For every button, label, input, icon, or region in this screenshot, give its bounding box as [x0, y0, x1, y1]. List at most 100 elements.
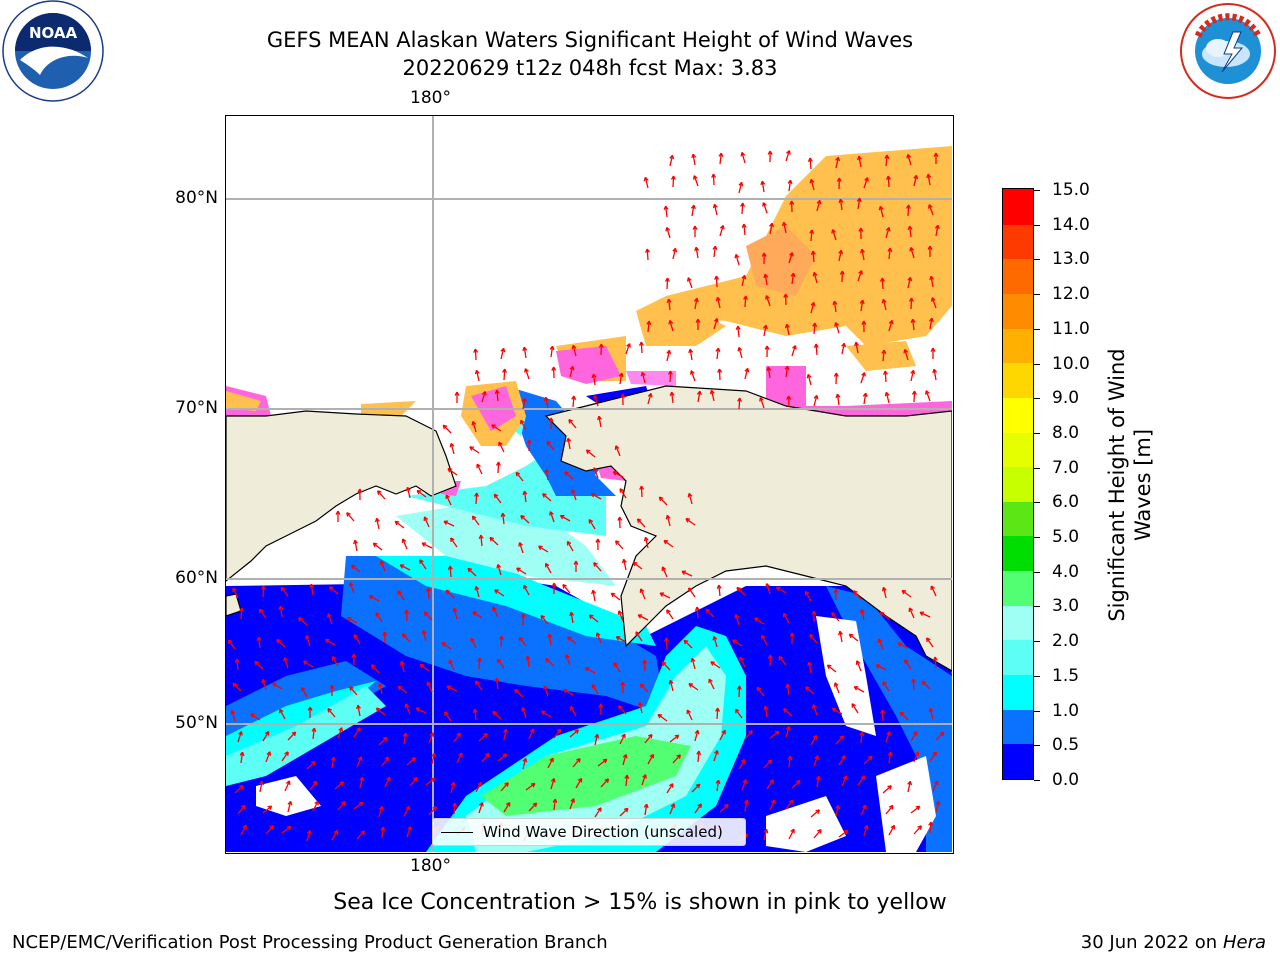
wave-direction-arrowhead — [477, 781, 482, 787]
wave-direction-arrowhead — [691, 153, 697, 159]
wave-direction-arrowhead — [860, 248, 865, 254]
wave-direction-arrow — [442, 424, 452, 434]
colorbar-segment — [1003, 743, 1033, 779]
wave-direction-arrowhead — [472, 611, 477, 616]
wave-direction-arrowhead — [853, 686, 859, 691]
colorbar-tick-label: 15.0 — [1052, 180, 1090, 200]
wave-direction-arrow — [613, 662, 621, 673]
wave-direction-arrowhead — [736, 586, 741, 592]
host-name: Hera — [1222, 932, 1266, 953]
wave-direction-arrowhead — [930, 585, 935, 591]
wave-direction-arrow — [571, 489, 577, 501]
colorbar-tick-mark — [1034, 675, 1040, 677]
date-text: 30 Jun 2022 on — [1080, 932, 1218, 953]
wave-direction-arrowhead — [693, 297, 699, 303]
wave-direction-arrow — [496, 389, 499, 402]
wave-direction-arrow — [738, 182, 743, 194]
wave-direction-arrowhead — [493, 493, 499, 499]
wave-direction-arrowhead — [359, 776, 365, 782]
wave-direction-arrowhead — [538, 545, 543, 551]
wave-direction-arrow — [593, 467, 599, 479]
wave-direction-arrowhead — [815, 809, 821, 814]
wave-direction-arrowhead — [860, 775, 866, 781]
wave-direction-arrow — [909, 226, 912, 238]
wave-direction-arrow — [882, 299, 887, 311]
wave-direction-arrow — [528, 728, 535, 740]
wave-direction-arrowhead — [663, 637, 669, 642]
wave-direction-arrowhead — [861, 320, 867, 325]
wave-direction-arrow — [935, 801, 940, 813]
wave-direction-arrow — [910, 370, 915, 382]
wave-direction-arrow — [807, 374, 812, 386]
wave-direction-arrow — [528, 802, 538, 812]
wave-direction-arrowhead — [776, 586, 781, 592]
wave-direction-arrowhead — [597, 807, 602, 812]
wave-direction-arrow — [644, 734, 653, 744]
wave-direction-arrowhead — [454, 391, 460, 396]
wave-direction-arrowhead — [593, 562, 598, 567]
wave-direction-arrowhead — [932, 368, 938, 374]
wave-direction-arrowhead — [709, 389, 715, 395]
wave-direction-arrow — [327, 613, 333, 625]
wave-direction-arrowhead — [404, 703, 410, 708]
wave-direction-arrowhead — [692, 175, 698, 180]
wave-direction-arrow — [409, 777, 418, 787]
wave-direction-arrow — [930, 585, 937, 597]
wave-direction-arrow — [741, 275, 746, 287]
wave-direction-arrow — [812, 704, 818, 716]
wave-direction-arrow — [861, 609, 865, 621]
wave-direction-arrowhead — [879, 277, 885, 282]
wave-direction-arrow — [666, 277, 669, 290]
wave-direction-arrow — [525, 783, 536, 791]
chart-title: GEFS MEAN Alaskan Waters Significant Hei… — [266, 28, 914, 52]
wave-direction-arrow — [907, 154, 912, 166]
wave-direction-arrow — [885, 392, 890, 404]
wave-direction-arrowhead — [835, 804, 841, 810]
wave-direction-arrowhead — [521, 707, 526, 712]
wave-direction-arrow — [904, 349, 909, 361]
wave-direction-arrowhead — [481, 391, 487, 396]
wave-direction-arrowhead — [769, 222, 774, 228]
wave-direction-arrowhead — [927, 245, 933, 250]
wave-direction-arrowhead — [348, 582, 354, 587]
wave-direction-arrowhead — [887, 751, 893, 757]
wave-direction-arrowhead — [479, 802, 484, 807]
wave-direction-arrowhead — [930, 297, 936, 302]
wave-direction-arrowhead — [261, 679, 267, 684]
wave-direction-arrowhead — [619, 488, 624, 493]
wave-direction-arrowhead — [921, 680, 927, 686]
wave-direction-arrowhead — [614, 445, 620, 450]
wave-direction-arrow — [788, 180, 792, 192]
wave-direction-arrowhead — [667, 370, 673, 375]
wave-direction-arrowhead — [934, 224, 940, 230]
wave-direction-arrow — [785, 150, 791, 162]
wave-direction-arrow — [331, 656, 339, 667]
wave-direction-arrowhead — [743, 295, 749, 300]
wave-direction-arrow — [523, 584, 530, 596]
wave-direction-arrowhead — [842, 775, 848, 780]
wave-direction-arrowhead — [928, 821, 934, 826]
wave-direction-arrow — [734, 708, 743, 719]
wave-direction-arrowhead — [766, 366, 772, 372]
colorbar-segment — [1003, 224, 1033, 260]
wave-direction-arrowhead — [544, 468, 550, 474]
wave-direction-arrow — [545, 397, 549, 409]
wave-direction-arrowhead — [287, 800, 293, 806]
wave-direction-arrow — [835, 735, 844, 745]
wave-direction-arrowhead — [520, 515, 525, 520]
wave-direction-arrow — [376, 518, 380, 530]
map-canvas — [226, 116, 952, 852]
wave-direction-arrow — [778, 656, 787, 666]
wave-direction-arrowhead — [541, 710, 546, 716]
wave-direction-arrow — [406, 487, 411, 499]
wave-direction-arrow — [503, 729, 507, 741]
wave-direction-arrowhead — [593, 395, 598, 400]
wave-direction-arrow — [739, 656, 746, 668]
wave-direction-arrowhead — [734, 708, 740, 714]
wave-direction-arrowhead — [877, 638, 883, 643]
wave-direction-arrow — [715, 275, 718, 288]
wave-direction-arrow — [405, 609, 408, 622]
wave-direction-arrow — [443, 520, 455, 527]
wave-direction-arrowhead — [862, 392, 868, 398]
wave-direction-arrow — [570, 612, 574, 624]
